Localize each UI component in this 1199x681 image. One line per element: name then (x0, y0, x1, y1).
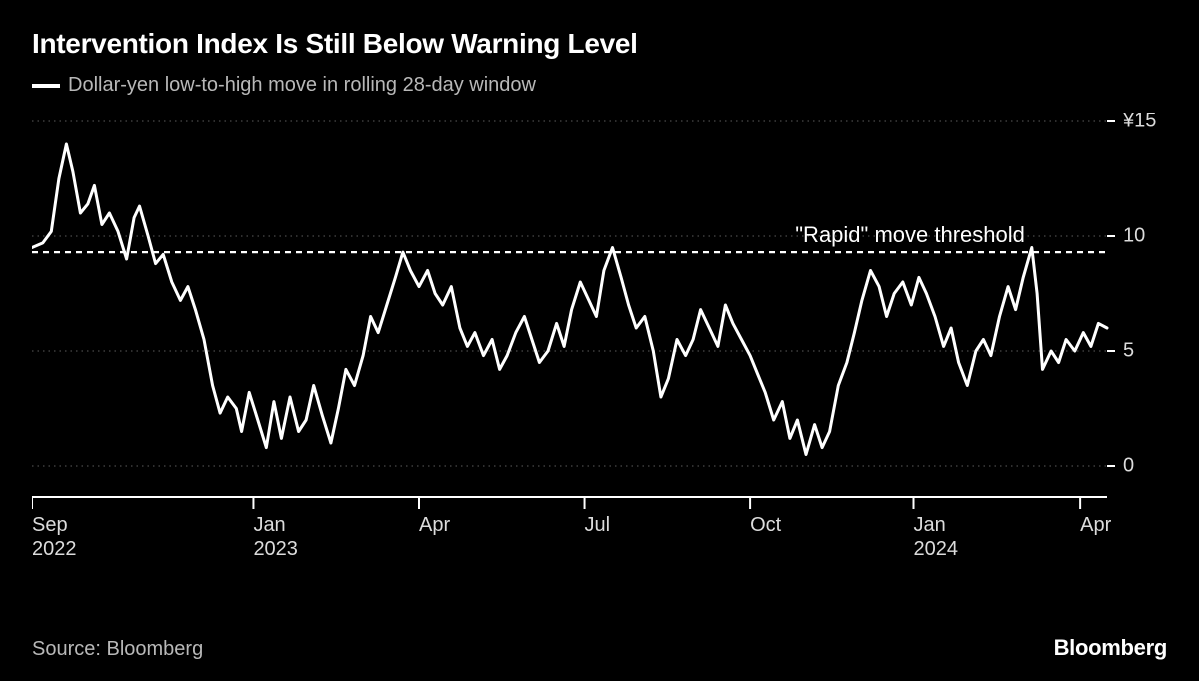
x-tick-label: Apr (419, 514, 450, 536)
y-tick-label: ¥15 (1122, 113, 1156, 131)
y-tick-label: 5 (1123, 339, 1134, 361)
line-chart: "Rapid" move thresholdSep2022Jan2023AprJ… (32, 113, 1167, 573)
x-tick-year: 2022 (32, 538, 77, 560)
x-tick-label: Oct (750, 514, 782, 536)
legend: Dollar-yen low-to-high move in rolling 2… (32, 74, 1167, 97)
series-line (32, 144, 1107, 455)
source-text: Source: Bloomberg (32, 638, 203, 661)
chart-area: "Rapid" move thresholdSep2022Jan2023AprJ… (32, 113, 1167, 617)
x-tick-label: Jan (253, 514, 285, 536)
x-tick-label: Sep (32, 514, 68, 536)
x-tick-year: 2024 (914, 538, 959, 560)
y-tick-label: 10 (1123, 224, 1145, 246)
x-tick-label: Jan (914, 514, 946, 536)
legend-swatch (32, 84, 60, 88)
y-tick-label: 0 (1123, 454, 1134, 476)
legend-label: Dollar-yen low-to-high move in rolling 2… (68, 74, 536, 97)
x-tick-year: 2023 (253, 538, 298, 560)
x-tick-label: Apr (1080, 514, 1111, 536)
chart-title: Intervention Index Is Still Below Warnin… (32, 28, 1167, 60)
threshold-label: "Rapid" move threshold (795, 222, 1025, 247)
x-tick-label: Jul (585, 514, 611, 536)
brand-logo: Bloomberg (1054, 635, 1167, 661)
